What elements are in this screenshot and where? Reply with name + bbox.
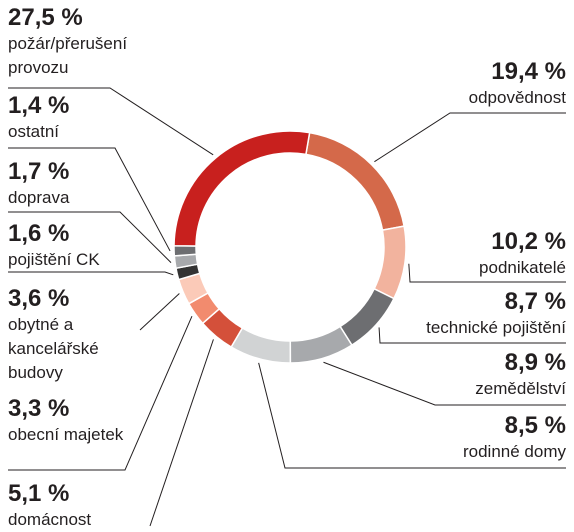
leader-line (8, 87, 214, 156)
value-label: 27,5 % (8, 4, 83, 31)
category-label: podnikatelé (479, 258, 566, 277)
leader-line (374, 112, 566, 163)
value-label: 3,6 % (8, 285, 70, 312)
category-label: požár/přerušení provozu (8, 34, 128, 77)
segment-label: 19,4 % odpovědnost (366, 58, 566, 110)
value-label: 1,6 % (8, 220, 70, 247)
value-label: 1,4 % (8, 92, 70, 119)
donut-segment (289, 325, 353, 364)
leader-line (378, 327, 566, 344)
leader-line (258, 362, 566, 469)
value-label: 8,5 % (504, 412, 566, 439)
value-label: 8,7 % (504, 288, 566, 315)
category-label: doprava (8, 188, 70, 207)
leader-line (323, 361, 566, 406)
segment-label: 27,5 % požár/přerušení provozu (8, 4, 168, 80)
value-label: 10,2 % (491, 228, 566, 255)
value-label: 3,3 % (8, 395, 70, 422)
category-label: obytné a kancelářské budovy (8, 315, 99, 382)
category-label: zemědělství (475, 379, 566, 398)
leader-line (8, 147, 171, 252)
segment-label: 3,3 % obecní majetek (8, 395, 158, 447)
category-label: pojištění CK (8, 250, 100, 269)
donut-segment (305, 131, 405, 231)
segment-label: 8,7 % technické pojištění (366, 288, 566, 340)
segment-label: 8,9 % zemědělství (366, 349, 566, 401)
leader-line (8, 315, 193, 471)
segment-label: 8,5 % rodinné domy (366, 412, 566, 464)
donut-segment (173, 130, 311, 247)
category-label: technické pojištění (426, 318, 566, 337)
category-label: obecní majetek (8, 425, 124, 444)
leader-line (408, 263, 566, 283)
value-label: 8,9 % (504, 349, 566, 376)
leader-line (139, 293, 180, 331)
segment-label: 1,7 % doprava (8, 158, 158, 210)
value-label: 5,1 % (8, 480, 70, 507)
value-label: 1,7 % (8, 158, 70, 185)
segment-label: 5,1 % domácnost (8, 480, 158, 532)
segment-label: 1,6 % pojištění CK (8, 220, 168, 272)
donut-segment (173, 244, 198, 257)
category-label: odpovědnost (468, 88, 566, 107)
category-label: rodinné domy (462, 442, 566, 461)
leader-line (149, 339, 214, 527)
category-label: ostatní (8, 122, 60, 141)
segment-label: 3,6 % obytné a kancelářské budovy (8, 285, 148, 385)
value-label: 19,4 % (491, 58, 566, 85)
segment-label: 1,4 % ostatní (8, 92, 158, 144)
segment-label: 10,2 % podnikatelé (366, 228, 566, 280)
category-label: domácnost (8, 510, 92, 529)
leader-line (8, 211, 172, 263)
leader-line (8, 271, 174, 276)
